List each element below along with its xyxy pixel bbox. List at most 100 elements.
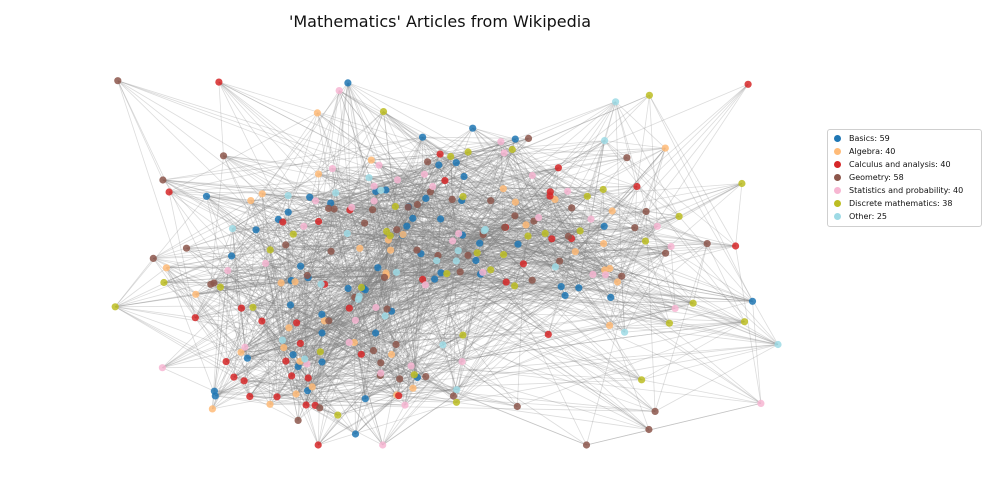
edge <box>241 308 246 348</box>
edge <box>371 136 423 161</box>
edge <box>375 307 398 396</box>
edge <box>550 191 670 324</box>
edge <box>452 195 551 200</box>
edge <box>554 199 694 304</box>
edge <box>373 200 387 276</box>
edge <box>456 147 666 390</box>
edge <box>515 201 546 234</box>
node <box>511 135 519 143</box>
edge <box>483 234 576 253</box>
edge <box>480 273 611 298</box>
node <box>464 148 472 156</box>
edge <box>406 225 438 261</box>
edge <box>480 231 484 275</box>
node <box>160 278 168 287</box>
edge <box>227 270 325 285</box>
edge <box>233 376 457 391</box>
edge <box>252 307 287 362</box>
edge <box>383 111 427 199</box>
edge <box>280 282 356 435</box>
edge <box>115 275 308 308</box>
edge <box>692 243 708 304</box>
node <box>409 214 417 222</box>
node <box>395 392 403 400</box>
edge <box>232 228 246 348</box>
edge <box>300 191 377 267</box>
edge <box>456 162 592 220</box>
edge <box>153 200 252 259</box>
edge <box>232 173 319 229</box>
edge <box>166 265 301 269</box>
edge <box>406 225 477 261</box>
edge <box>363 209 373 289</box>
edge <box>285 206 352 246</box>
node <box>421 281 429 289</box>
legend-entry: Algebra: 40 <box>834 145 981 158</box>
edge <box>550 191 613 212</box>
edge <box>303 225 605 271</box>
edge <box>377 267 415 375</box>
edge <box>225 270 229 362</box>
edge <box>335 173 425 194</box>
edge <box>385 189 486 230</box>
edge <box>355 243 519 321</box>
edge <box>206 195 294 235</box>
edge <box>285 189 387 246</box>
node <box>377 186 385 194</box>
edge <box>462 167 559 197</box>
node <box>315 217 323 226</box>
edge <box>162 179 658 227</box>
edge <box>359 225 658 249</box>
edge <box>373 200 656 412</box>
edge <box>318 151 469 222</box>
edge <box>218 81 375 202</box>
edge <box>514 285 779 345</box>
edge <box>357 299 362 355</box>
node <box>437 269 445 277</box>
edge <box>554 199 613 212</box>
edge <box>412 218 415 375</box>
node <box>345 338 353 346</box>
edge <box>361 273 447 288</box>
edge <box>388 239 753 302</box>
node <box>318 329 326 337</box>
edge <box>438 164 506 228</box>
node <box>365 174 373 182</box>
node <box>247 197 255 205</box>
edge <box>337 321 745 416</box>
edge <box>351 206 413 219</box>
edge <box>240 273 447 353</box>
edge <box>432 94 650 187</box>
edge <box>579 230 618 283</box>
edge <box>162 283 325 369</box>
edge <box>195 249 271 318</box>
edge <box>432 186 441 220</box>
edge <box>364 206 396 224</box>
edge <box>373 311 392 351</box>
node <box>262 259 270 267</box>
edge <box>306 288 349 365</box>
edge <box>375 332 381 376</box>
edge <box>397 179 708 244</box>
edge <box>163 281 618 283</box>
edge <box>225 327 290 362</box>
edge <box>365 374 415 400</box>
edge <box>587 186 637 197</box>
edge <box>285 361 299 421</box>
edge <box>206 195 309 279</box>
edge <box>307 390 399 397</box>
edge <box>410 285 515 367</box>
edge <box>461 200 506 228</box>
edge <box>391 231 484 312</box>
edge <box>440 225 658 274</box>
edge <box>186 247 666 254</box>
edge <box>315 287 579 406</box>
edge <box>359 227 635 249</box>
edge <box>244 346 356 435</box>
edge <box>575 225 605 253</box>
edge <box>383 111 594 275</box>
edge <box>560 140 605 287</box>
edge <box>527 207 572 237</box>
edge <box>385 167 559 274</box>
edge <box>375 176 465 192</box>
